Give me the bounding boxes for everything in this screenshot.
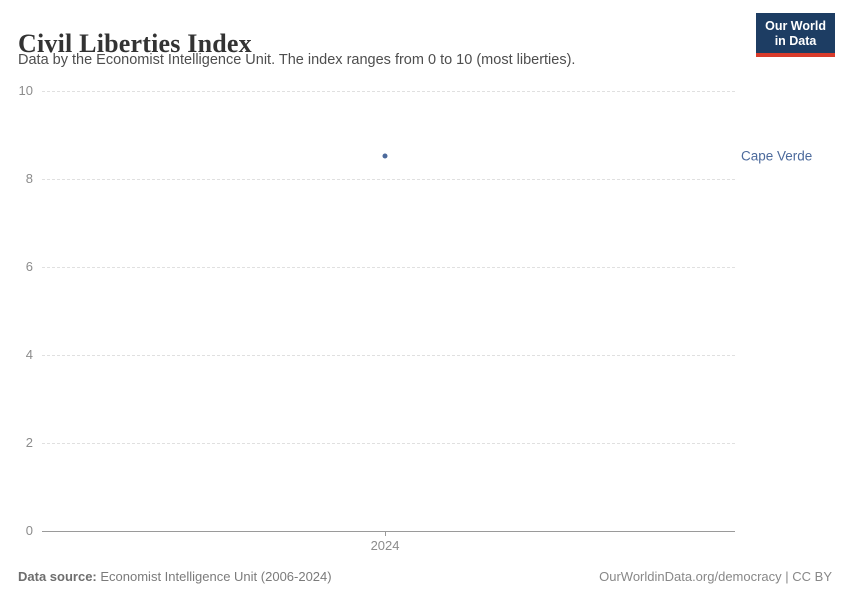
x-tick-label: 2024 <box>370 538 400 553</box>
license-note[interactable]: OurWorldinData.org/democracy | CC BY <box>599 569 832 584</box>
data-source-text: Economist Intelligence Unit (2006-2024) <box>96 569 332 584</box>
plot-area: Cape Verde 0 2 4 6 8 10 2024 <box>19 83 813 553</box>
owid-logo-line2: in Data <box>774 34 817 48</box>
data-source-label: Data source: <box>18 569 97 584</box>
x-axis-line <box>42 531 735 532</box>
y-tick-label: 0 <box>25 523 33 538</box>
y-tick-label: 4 <box>25 347 33 362</box>
x-tick-mark <box>385 531 387 536</box>
gridline <box>42 443 735 444</box>
page-title: Civil Liberties Index <box>18 29 252 59</box>
gridline <box>42 179 735 180</box>
owid-logo: Our World in Data <box>756 13 835 57</box>
gridline <box>42 91 735 92</box>
entity-label[interactable]: Cape Verde <box>741 148 813 164</box>
y-tick-label: 2 <box>25 435 33 450</box>
data-point[interactable] <box>382 153 388 159</box>
chart-subtitle: Data by the Economist Intelligence Unit.… <box>18 52 576 68</box>
y-tick-label: 6 <box>25 259 33 274</box>
owid-logo-line1: Our World <box>765 19 826 33</box>
chart-footer: Data source: Economist Intelligence Unit… <box>18 569 832 584</box>
gridline <box>42 267 735 268</box>
gridline <box>42 355 735 356</box>
y-tick-label: 8 <box>25 171 33 186</box>
y-tick-label: 10 <box>18 83 33 98</box>
